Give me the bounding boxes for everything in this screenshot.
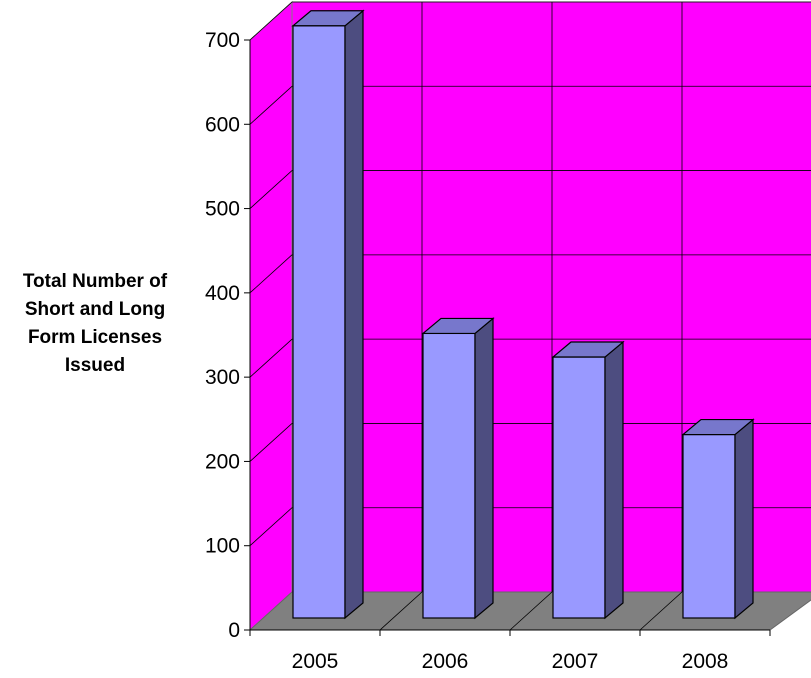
floor-divider — [379, 591, 423, 631]
side-wall-gridline — [249, 423, 293, 462]
bar-front — [682, 433, 736, 619]
y-axis-title-line-1: Total Number of — [22, 271, 168, 292]
x-tick-label: 2008 — [682, 650, 729, 673]
bar — [291, 9, 365, 620]
side-wall-gridline — [249, 254, 293, 294]
bar — [421, 317, 495, 620]
bar-front — [292, 25, 346, 619]
side-wall-gridline — [249, 1, 293, 41]
bar-front — [422, 332, 476, 619]
side-wall-gridline — [249, 507, 293, 547]
side-wall-gridline — [249, 338, 293, 378]
y-tick-label: 600 — [205, 113, 240, 136]
y-tick-label: 500 — [205, 198, 240, 221]
y-axis-title: Total Number of Short and Long Form Lice… — [0, 268, 190, 380]
y-axis-title-line-4: Issued — [64, 355, 126, 376]
x-tick-label: 2006 — [422, 650, 469, 673]
y-axis-title-line-3: Form Licenses — [27, 327, 163, 348]
bar-front — [552, 356, 606, 619]
bar-top — [291, 10, 365, 27]
bar-side — [734, 418, 754, 620]
y-tick-label: 200 — [205, 450, 240, 473]
bar-side — [604, 340, 624, 620]
bar-side — [344, 9, 364, 620]
x-tick-label: 2007 — [552, 650, 599, 673]
side-wall — [249, 0, 293, 632]
y-tick-label: 300 — [205, 366, 240, 389]
chart-bars — [291, 9, 755, 620]
y-axis-title-line-2: Short and Long — [24, 299, 166, 320]
side-wall-gridline — [249, 85, 293, 125]
bar-top — [551, 341, 625, 358]
chart-axes — [244, 39, 771, 636]
floor-divider — [639, 591, 683, 631]
x-tick-label: 2005 — [292, 650, 339, 673]
y-tick-label: 100 — [205, 535, 240, 558]
chart-tick-labels: 0 100 200 300 400 500 600 700 2005 2006 2007 2008 — [205, 29, 728, 673]
bar — [681, 418, 755, 620]
y-tick-label: 400 — [205, 282, 240, 305]
side-wall-gridline — [249, 170, 293, 209]
bar-top — [421, 317, 495, 335]
bar-top — [681, 418, 755, 436]
floor-divider — [509, 591, 553, 631]
bar — [551, 340, 625, 620]
bar-side — [474, 317, 494, 620]
y-tick-label: 0 — [228, 619, 240, 642]
y-tick-label: 700 — [205, 29, 240, 52]
